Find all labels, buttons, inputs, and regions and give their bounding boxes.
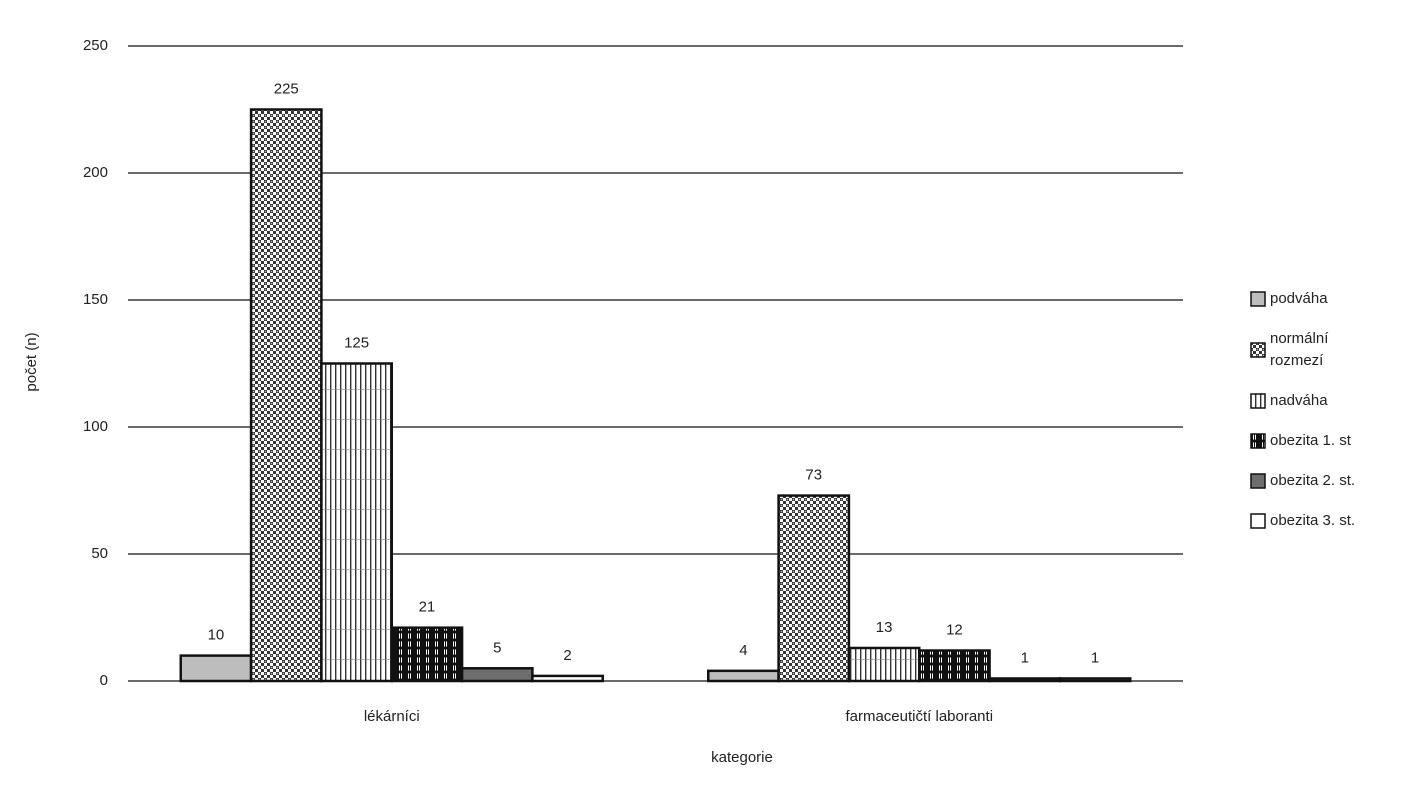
y-tick-label: 250 <box>83 37 108 54</box>
value-label: 1 <box>1091 649 1099 666</box>
y-tick-label: 0 <box>100 672 108 689</box>
bar <box>988 677 1062 683</box>
legend-swatch <box>1250 342 1266 358</box>
value-label: 12 <box>946 621 963 638</box>
y-tick-label: 200 <box>83 164 108 181</box>
legend-item: podváha <box>1250 288 1400 310</box>
legend-label: podváha <box>1270 290 1328 307</box>
bar <box>320 362 393 683</box>
legend-label: obezita 1. st <box>1270 432 1351 449</box>
y-tick-label: 150 <box>83 291 108 308</box>
legend-item: nadváha <box>1250 390 1400 412</box>
bar <box>1058 677 1132 683</box>
legend-swatch <box>1250 473 1266 489</box>
value-label: 1 <box>1021 649 1029 666</box>
bar <box>460 667 534 683</box>
value-label: 225 <box>274 80 299 97</box>
legend-swatch <box>1250 291 1266 307</box>
legend-item: normální rozmezí <box>1250 328 1400 372</box>
value-label: 21 <box>419 599 436 616</box>
value-label: 10 <box>208 627 225 644</box>
legend-item: obezita 2. st. <box>1250 470 1400 492</box>
x-axis-label: kategorie <box>711 749 773 766</box>
bar <box>847 646 921 683</box>
legend-label: obezita 2. st. <box>1270 472 1356 489</box>
value-label: 13 <box>876 619 893 636</box>
legend-item: obezita 3. st. <box>1250 510 1400 532</box>
bar <box>707 669 780 683</box>
y-tick-label: 50 <box>91 545 108 562</box>
legend-swatch <box>1250 393 1266 409</box>
bar <box>777 494 851 683</box>
y-tick-label: 100 <box>83 418 108 435</box>
value-label: 2 <box>563 647 571 664</box>
value-label: 4 <box>739 642 747 659</box>
legend-label: normální rozmezí <box>1270 330 1329 369</box>
legend-swatch <box>1250 433 1266 449</box>
x-tick-label: farmaceutičtí laboranti <box>845 708 993 725</box>
legend-swatch <box>1250 513 1266 529</box>
value-label: 5 <box>493 639 501 656</box>
bar <box>918 649 991 683</box>
value-label: 73 <box>805 467 822 484</box>
y-axis-label: počet (n) <box>23 332 40 391</box>
bar <box>390 626 464 683</box>
value-label: 125 <box>344 334 369 351</box>
legend-item: obezita 1. st <box>1250 430 1400 452</box>
legend: podváha normální rozmezí nadváha obezita 1.… <box>1250 288 1400 550</box>
bar <box>249 108 323 683</box>
legend-label: obezita 3. st. <box>1270 512 1356 529</box>
bar <box>531 674 605 683</box>
legend-label: nadváha <box>1270 392 1328 409</box>
bar <box>179 654 253 683</box>
x-tick-label: lékárníci <box>364 708 420 725</box>
